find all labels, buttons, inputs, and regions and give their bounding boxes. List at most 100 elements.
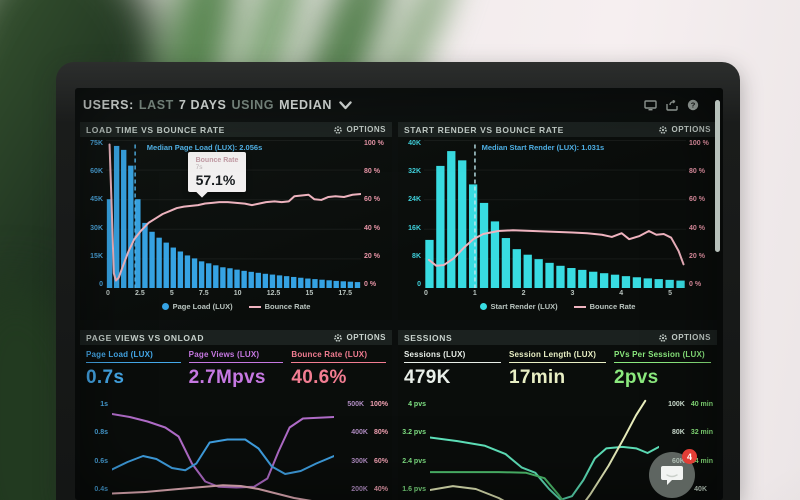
y-tick: 8K [412,252,421,260]
y-tick: 1s [100,401,108,408]
metric-page-load[interactable]: Page Load (LUX) 0.7s [86,350,181,395]
panel-title: LOAD TIME VS BOUNCE RATE [86,124,225,135]
svg-text:?: ? [691,101,696,110]
y-tick: 15K [90,252,103,260]
gear-icon [334,333,343,342]
chart-area: 1s 0.8s 0.6s 0.4s 500K 100% 400K 80% 300K 6… [80,399,392,500]
x-tick: 3 [570,290,575,297]
y-tick: 60 % [364,196,380,204]
x-tick: 17.5 [338,290,352,297]
metric-value: 2pvs [614,367,659,388]
page-views-plot[interactable] [112,399,334,500]
options-button[interactable]: OPTIONS [334,333,386,342]
legend: Page Load (LUX) Bounce Rate [80,299,392,314]
sessions-plot[interactable] [430,399,659,500]
options-label: OPTIONS [346,333,386,342]
y-axis-left: 1s 0.8s 0.6s 0.4s [80,399,112,500]
metric-value: 2.7Mpvs [188,367,266,388]
options-button[interactable]: OPTIONS [659,125,711,134]
y-tick: 30K [90,224,103,232]
x-tick: 2.5 [135,290,145,297]
tooltip-value: 57.1% [195,171,236,188]
y-tick: 60 % [689,196,705,204]
start-render-dot-icon [479,303,487,310]
metric-session-length[interactable]: Session Length (LUX) 17min [509,350,606,395]
legend-item[interactable]: Bounce Rate [248,302,310,311]
y-tick: 40% [373,485,388,493]
bounce-rate-line-icon [248,305,261,308]
chat-launcher-button[interactable]: 4 [649,449,697,498]
legend-item[interactable]: Start Render (LUX) [479,302,558,311]
title-using: USING [231,98,275,112]
panel-title: START RENDER VS BOUNCE RATE [404,124,564,135]
load-time-plot[interactable]: Median Page Load (LUX): 2.056s Bounce Ra… [106,140,361,288]
gear-icon [659,125,668,134]
tooltip-sub: 7s [195,163,203,171]
y-tick: 32K [408,168,421,176]
metric-bounce-rate[interactable]: Bounce Rate (LUX) 40.6% [291,350,387,395]
dashboard-title-dropdown[interactable]: USERS: LAST 7 DAYS USING MEDIAN [83,98,352,112]
metrics-row: Sessions (LUX) 479K Session Length (LUX)… [398,345,717,395]
metric-label: PVs Per Session (LUX) [614,350,711,363]
metric-label: Session Length (LUX) [509,350,606,363]
options-button[interactable]: OPTIONS [334,125,386,134]
y-tick: 0.6s [94,457,108,465]
y-tick: 40K [694,485,707,493]
y-tick: 0 % [364,280,377,288]
panel-header: START RENDER VS BOUNCE RATE OPTIONS [398,122,717,137]
speech-bubble-icon [661,466,683,485]
x-tick: 4 [619,290,624,297]
metric-value: 479K [404,367,451,388]
panel-title: PAGE VIEWS VS ONLOAD [86,332,205,343]
display-icon[interactable] [644,99,657,111]
metric-label: Page Load (LUX) [86,350,181,363]
help-icon[interactable]: ? [687,99,699,111]
legend-label: Start Render (LUX) [490,302,558,311]
x-tick: 5 [169,290,174,297]
page-load-dot-icon [161,303,169,310]
panel-page-views: PAGE VIEWS VS ONLOAD OPTIONS Page Load (… [80,330,392,500]
chart-area: 4 pvs 3.2 pvs 2.4 pvs 1.6 pvs 100K 40 min… [398,399,717,500]
x-tick: 0 [106,290,110,297]
y-tick: 0 [99,280,103,288]
y-tick: 0 % [689,280,702,288]
metric-sessions[interactable]: Sessions (LUX) 479K [404,350,501,395]
median-annotation: Median Start Render (LUX): 1.031s [481,143,605,152]
legend-item[interactable]: Page Load (LUX) [161,302,233,311]
x-tick: 15 [305,290,314,297]
chart-area: 75K 60K 45K 30K 15K 0 Median Page Load (… [80,140,392,288]
scrollbar[interactable] [715,100,720,252]
options-label: OPTIONS [346,125,386,134]
y-tick: 200K [351,485,368,493]
y-tick: 2.4 pvs [402,457,426,465]
y-axis-right: 100 % 80 % 60 % 40 % 20 % 0 % [361,140,392,288]
y-tick: 24 min [690,457,713,465]
chevron-down-icon [339,100,352,109]
y-tick: 0 [417,280,421,288]
y-tick: 80 % [364,168,380,176]
metrics-row: Page Load (LUX) 0.7s Page Views (LUX) 2.… [80,345,392,395]
y-tick: 40 min [690,401,713,408]
options-button[interactable]: OPTIONS [659,333,711,342]
x-tick: 0 [424,290,428,297]
y-tick: 0.4s [94,485,108,493]
start-render-plot[interactable]: Median Start Render (LUX): 1.031s [424,140,686,288]
y-tick: 80K [671,429,685,437]
y-tick: 100K [668,401,685,408]
y-tick: 4 pvs [408,401,426,408]
gear-icon [659,333,668,342]
dashboard-topbar: USERS: LAST 7 DAYS USING MEDIAN ? [75,92,723,118]
dashboard-screen: USERS: LAST 7 DAYS USING MEDIAN ? [75,88,723,500]
y-tick: 300K [351,457,368,465]
x-tick: 10 [233,290,242,297]
share-icon[interactable] [666,99,678,111]
bounce-rate-tooltip: Bounce Rate 7s 57.1% [187,151,247,192]
legend-item[interactable]: Bounce Rate [573,302,635,311]
x-tick: 7.5 [198,290,209,297]
y-tick: 24K [408,196,421,204]
legend: Start Render (LUX) Bounce Rate [398,299,717,314]
metric-page-views[interactable]: Page Views (LUX) 2.7Mpvs [188,350,284,395]
legend-label: Page Load (LUX) [172,302,233,311]
metric-pvs-per-session[interactable]: PVs Per Session (LUX) 2pvs [614,350,711,395]
